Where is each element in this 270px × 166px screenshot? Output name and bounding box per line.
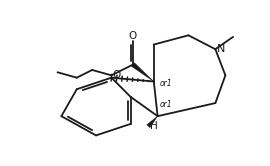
Text: O: O	[129, 31, 137, 41]
Text: or1: or1	[160, 100, 173, 109]
Text: N: N	[217, 44, 225, 54]
Polygon shape	[147, 116, 158, 128]
Text: O: O	[112, 70, 120, 80]
Text: or1: or1	[160, 79, 173, 88]
Polygon shape	[131, 63, 154, 82]
Text: H: H	[150, 121, 158, 131]
